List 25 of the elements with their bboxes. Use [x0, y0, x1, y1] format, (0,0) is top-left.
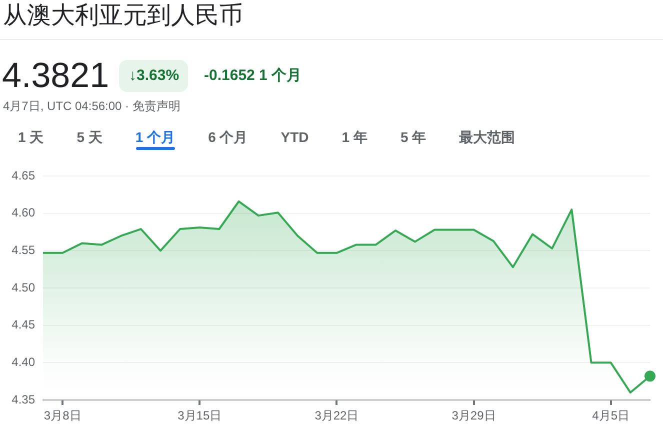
- y-tick-label: 4.50: [12, 280, 36, 294]
- text: YTD: [280, 128, 309, 147]
- y-tick-label: 4.40: [12, 354, 36, 369]
- text: 1 年: [342, 128, 368, 147]
- text: 4月7日, UTC 04:56:00 · 免责声明: [3, 98, 180, 114]
- chart-title: 从澳大利亚元到人民币: [3, 1, 243, 31]
- y-tick-label: 4.65: [12, 168, 36, 182]
- text: 1 个月: [135, 128, 176, 147]
- text: 5 天: [76, 128, 102, 147]
- y-tick-label: 4.45: [12, 318, 36, 332]
- y-tick-label: 4.60: [12, 206, 36, 220]
- x-tick-label: 3月8日: [44, 408, 82, 423]
- y-tick-label: 4.35: [12, 392, 36, 406]
- text: 最大范围: [459, 128, 516, 147]
- y-tick-label: 4.55: [12, 242, 36, 257]
- text: 4.3821: [2, 56, 110, 96]
- x-tick-label: 3月15日: [178, 408, 222, 423]
- text: 6 个月: [208, 128, 248, 147]
- x-tick-label: 3月29日: [452, 408, 496, 423]
- text: 5 年: [400, 128, 426, 147]
- x-tick-label: 3月22日: [314, 408, 359, 423]
- x-tick-label: 4月5日: [592, 408, 630, 423]
- text: -0.1652 1 个月: [204, 66, 302, 86]
- text: ↓3.63%: [119, 60, 188, 92]
- text: 1 天: [18, 128, 44, 147]
